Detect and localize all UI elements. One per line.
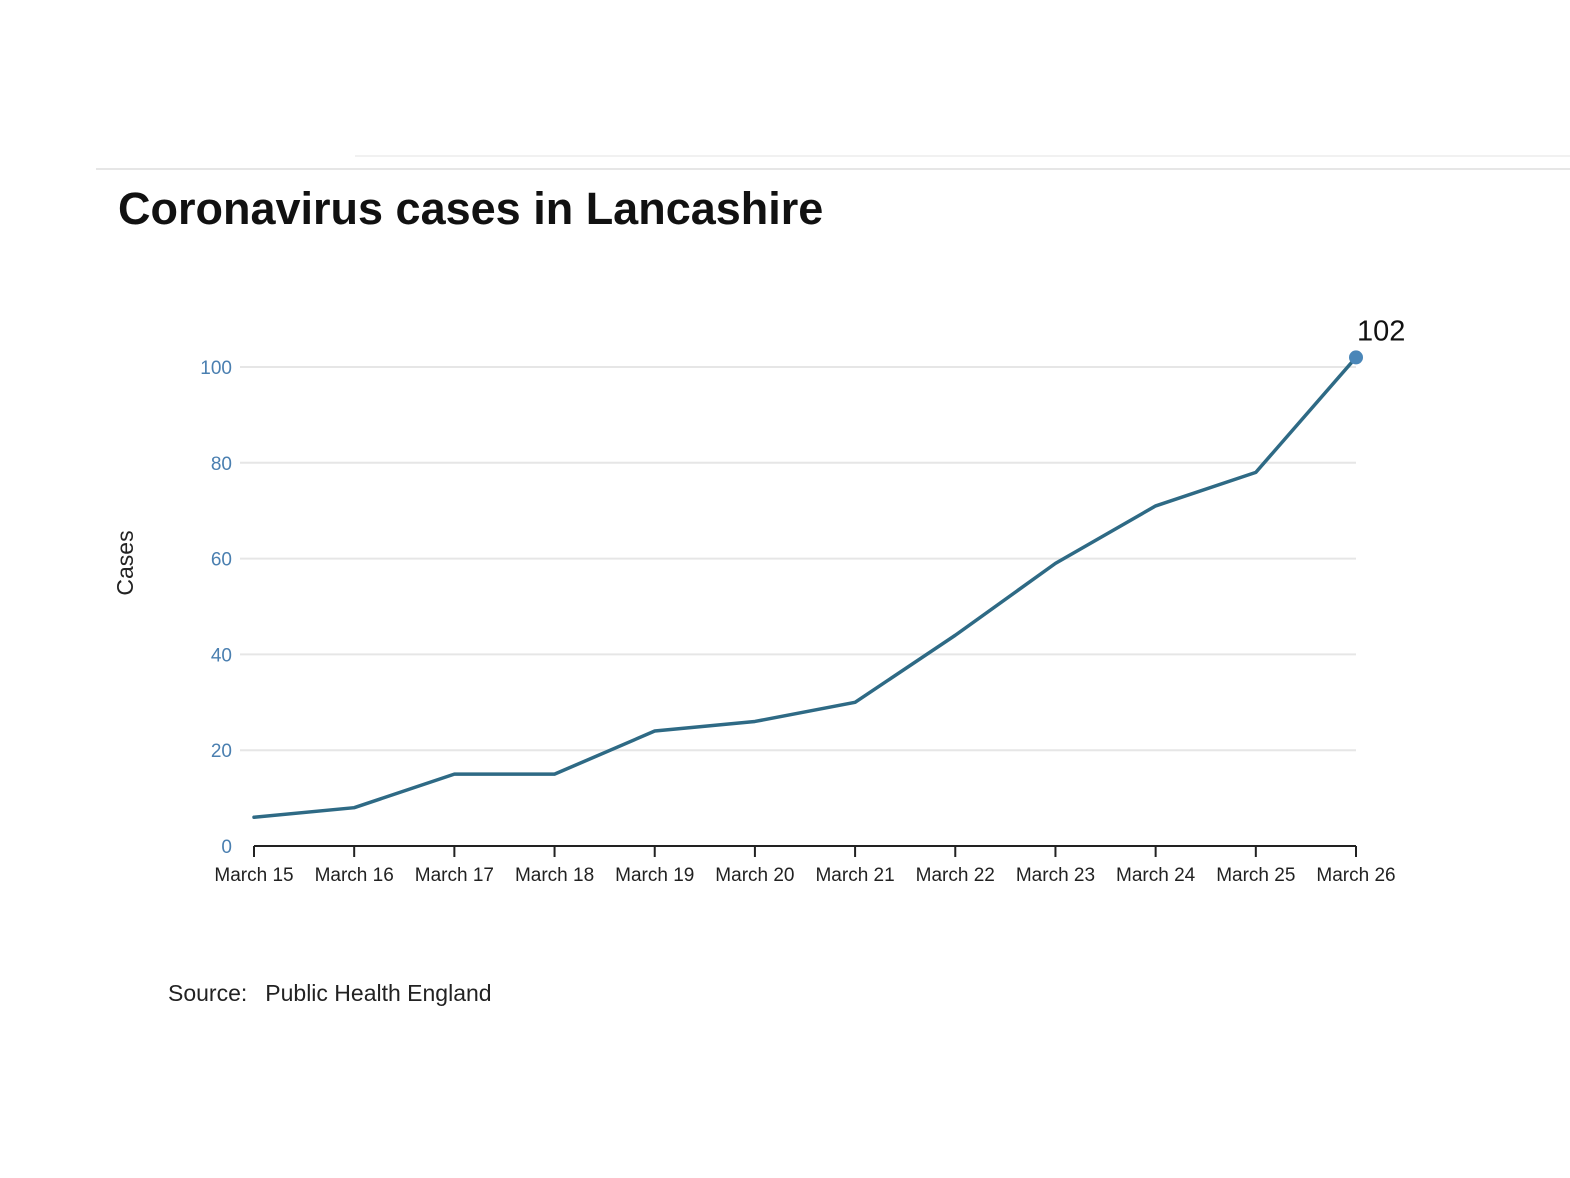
source-value: Public Health England — [265, 980, 492, 1006]
data-point-marker — [1349, 350, 1363, 365]
y-tick-label: 20 — [211, 741, 232, 762]
y-tick-label: 60 — [211, 550, 232, 571]
y-tick-label: 80 — [211, 454, 232, 475]
x-tick-label: March 21 — [815, 865, 894, 886]
x-tick-label: March 26 — [1316, 865, 1395, 886]
y-axis-label: Cases — [112, 530, 138, 595]
x-tick-label: March 22 — [916, 865, 995, 886]
header-divider-faint — [355, 155, 1570, 157]
x-tick-label: March 25 — [1216, 865, 1295, 886]
source-note: Source: Public Health England — [168, 980, 492, 1007]
x-tick-label: March 18 — [515, 865, 594, 886]
x-tick-label: March 17 — [415, 865, 494, 886]
source-label: Source: — [168, 980, 248, 1006]
series-line — [252, 355, 1358, 820]
data-label: 102 — [1357, 315, 1405, 347]
grid-lines — [240, 366, 1356, 752]
y-axis: 0 20 40 60 80 100 — [200, 358, 232, 858]
y-tick-label: 0 — [221, 837, 232, 858]
y-tick-label: 100 — [200, 358, 232, 379]
x-axis: March 15 March 16 March 17 March 18 March 19… — [214, 845, 1396, 886]
x-tick-label: March 24 — [1116, 865, 1196, 886]
header-divider — [96, 168, 1570, 170]
x-tick-label: March 15 — [214, 865, 293, 886]
chart-title: Coronavirus cases in Lancashire — [118, 183, 824, 234]
x-tick-label: March 19 — [615, 865, 694, 886]
x-tick-label: March 20 — [715, 865, 794, 886]
series-layer: 102 — [252, 315, 1405, 820]
y-tick-label: 40 — [211, 645, 232, 666]
x-tick-label: March 16 — [315, 865, 394, 886]
x-tick-label: March 23 — [1016, 865, 1095, 886]
